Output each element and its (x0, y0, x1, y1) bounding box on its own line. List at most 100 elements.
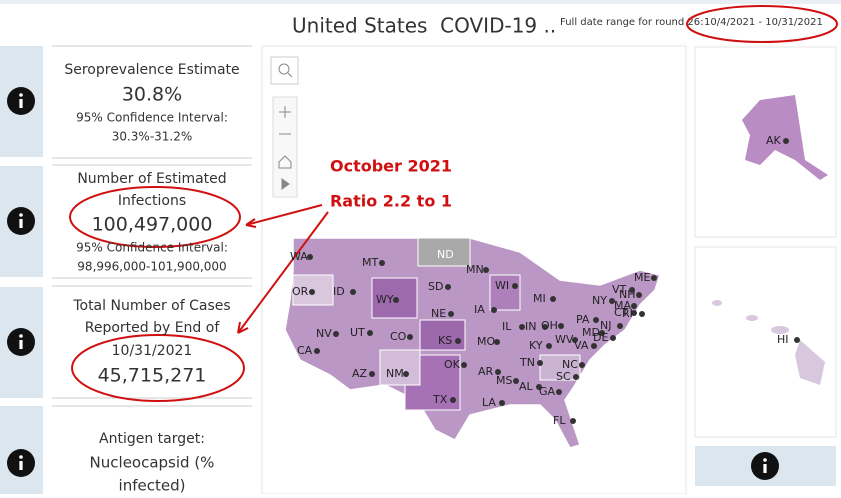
state-marker[interactable] (307, 254, 313, 260)
state-label[interactable]: IA (474, 303, 485, 316)
state-marker[interactable] (448, 311, 454, 317)
state-label[interactable]: ID (333, 285, 345, 298)
state-marker[interactable] (403, 371, 409, 377)
state-label[interactable]: TX (432, 393, 448, 406)
state-label[interactable]: IN (525, 320, 536, 333)
state-label[interactable]: MT (362, 256, 378, 269)
state-marker[interactable] (542, 324, 548, 330)
state-marker[interactable] (379, 260, 385, 266)
state-marker[interactable] (494, 339, 500, 345)
state-marker[interactable] (537, 360, 543, 366)
state-label[interactable]: NH (619, 288, 636, 301)
state-label[interactable]: NM (386, 367, 404, 380)
state-label[interactable]: KY (529, 339, 543, 352)
state-marker[interactable] (369, 371, 375, 377)
state-marker[interactable] (450, 397, 456, 403)
state-marker[interactable] (512, 283, 518, 289)
state-label[interactable]: SC (556, 370, 571, 383)
state-marker[interactable] (393, 297, 399, 303)
state-marker[interactable] (593, 317, 599, 323)
state-label[interactable]: WY (376, 293, 394, 306)
state-marker[interactable] (599, 330, 605, 336)
state-marker[interactable] (556, 389, 562, 395)
state-label[interactable]: MO (477, 335, 495, 348)
state-marker[interactable] (609, 298, 615, 304)
state-label[interactable]: MS (496, 374, 512, 387)
state-marker[interactable] (407, 334, 413, 340)
state-label[interactable]: LA (482, 396, 496, 409)
state-marker[interactable] (314, 348, 320, 354)
state-label[interactable]: VA (574, 339, 589, 352)
state-label[interactable]: AK (766, 134, 782, 147)
state-label[interactable]: PA (576, 313, 590, 326)
state-marker[interactable] (350, 289, 356, 295)
state-label[interactable]: VT (612, 283, 627, 296)
state-label[interactable]: NC (562, 358, 578, 371)
state-marker[interactable] (629, 287, 635, 293)
state-label[interactable]: ME (634, 271, 650, 284)
state-marker[interactable] (617, 323, 623, 329)
state-label[interactable]: OR (292, 285, 309, 298)
state-marker[interactable] (558, 323, 564, 329)
state-marker[interactable] (445, 284, 451, 290)
state-label[interactable]: SD (428, 280, 443, 293)
state-marker[interactable] (495, 369, 501, 375)
state-label[interactable]: MI (533, 292, 546, 305)
state-marker[interactable] (499, 400, 505, 406)
state-marker[interactable] (572, 337, 578, 343)
state-label[interactable]: CA (297, 344, 313, 357)
state-marker[interactable] (546, 343, 552, 349)
state-label[interactable]: TN (519, 356, 535, 369)
state-marker[interactable] (513, 378, 519, 384)
state-label[interactable]: RI (622, 307, 633, 320)
state-label[interactable]: FL (553, 414, 566, 427)
state-label[interactable]: MA (614, 299, 631, 312)
state-marker[interactable] (631, 303, 637, 309)
state-label[interactable]: GA (539, 385, 556, 398)
state-label[interactable]: WV (555, 333, 574, 346)
state-label[interactable]: CT (614, 306, 629, 319)
state-label[interactable]: AL (519, 380, 534, 393)
state-label[interactable]: MD (582, 326, 600, 339)
state-label[interactable]: IL (502, 320, 512, 333)
state-label[interactable]: NV (316, 327, 332, 340)
state-label[interactable]: WI (495, 279, 509, 292)
state-label[interactable]: MN (466, 263, 484, 276)
state-marker[interactable] (636, 292, 642, 298)
state-marker[interactable] (536, 384, 542, 390)
state-marker[interactable] (309, 289, 315, 295)
state-label[interactable]: UT (350, 326, 365, 339)
state-marker[interactable] (610, 335, 616, 341)
state-label[interactable]: KS (438, 334, 452, 347)
state-marker[interactable] (579, 362, 585, 368)
state-marker[interactable] (639, 311, 645, 317)
state-label[interactable]: NE (431, 307, 446, 320)
state-marker[interactable] (455, 338, 461, 344)
state-marker[interactable] (591, 343, 597, 349)
state-label[interactable]: NJ (600, 319, 611, 332)
state-label[interactable]: ND (437, 248, 454, 261)
state-label[interactable]: NY (592, 294, 607, 307)
state-marker[interactable] (631, 310, 637, 316)
state-label[interactable]: WA (290, 250, 308, 263)
state-label[interactable]: DE (593, 331, 608, 344)
state-marker[interactable] (519, 324, 525, 330)
state-marker[interactable] (794, 337, 800, 343)
state-label[interactable]: AZ (352, 367, 368, 380)
state-marker[interactable] (783, 138, 789, 144)
state-marker[interactable] (491, 307, 497, 313)
map-tools[interactable] (270, 56, 299, 198)
state-label[interactable]: CO (390, 330, 407, 343)
state-marker[interactable] (570, 418, 576, 424)
state-marker[interactable] (333, 331, 339, 337)
state-label[interactable]: AR (478, 365, 494, 378)
state-marker[interactable] (461, 362, 467, 368)
state-label[interactable]: HI (777, 333, 789, 346)
state-marker[interactable] (573, 374, 579, 380)
state-label[interactable]: OH (541, 319, 558, 332)
state-marker[interactable] (367, 330, 373, 336)
state-marker[interactable] (550, 296, 556, 302)
state-label[interactable]: OK (444, 358, 461, 371)
state-marker[interactable] (483, 267, 489, 273)
state-marker[interactable] (651, 275, 657, 281)
